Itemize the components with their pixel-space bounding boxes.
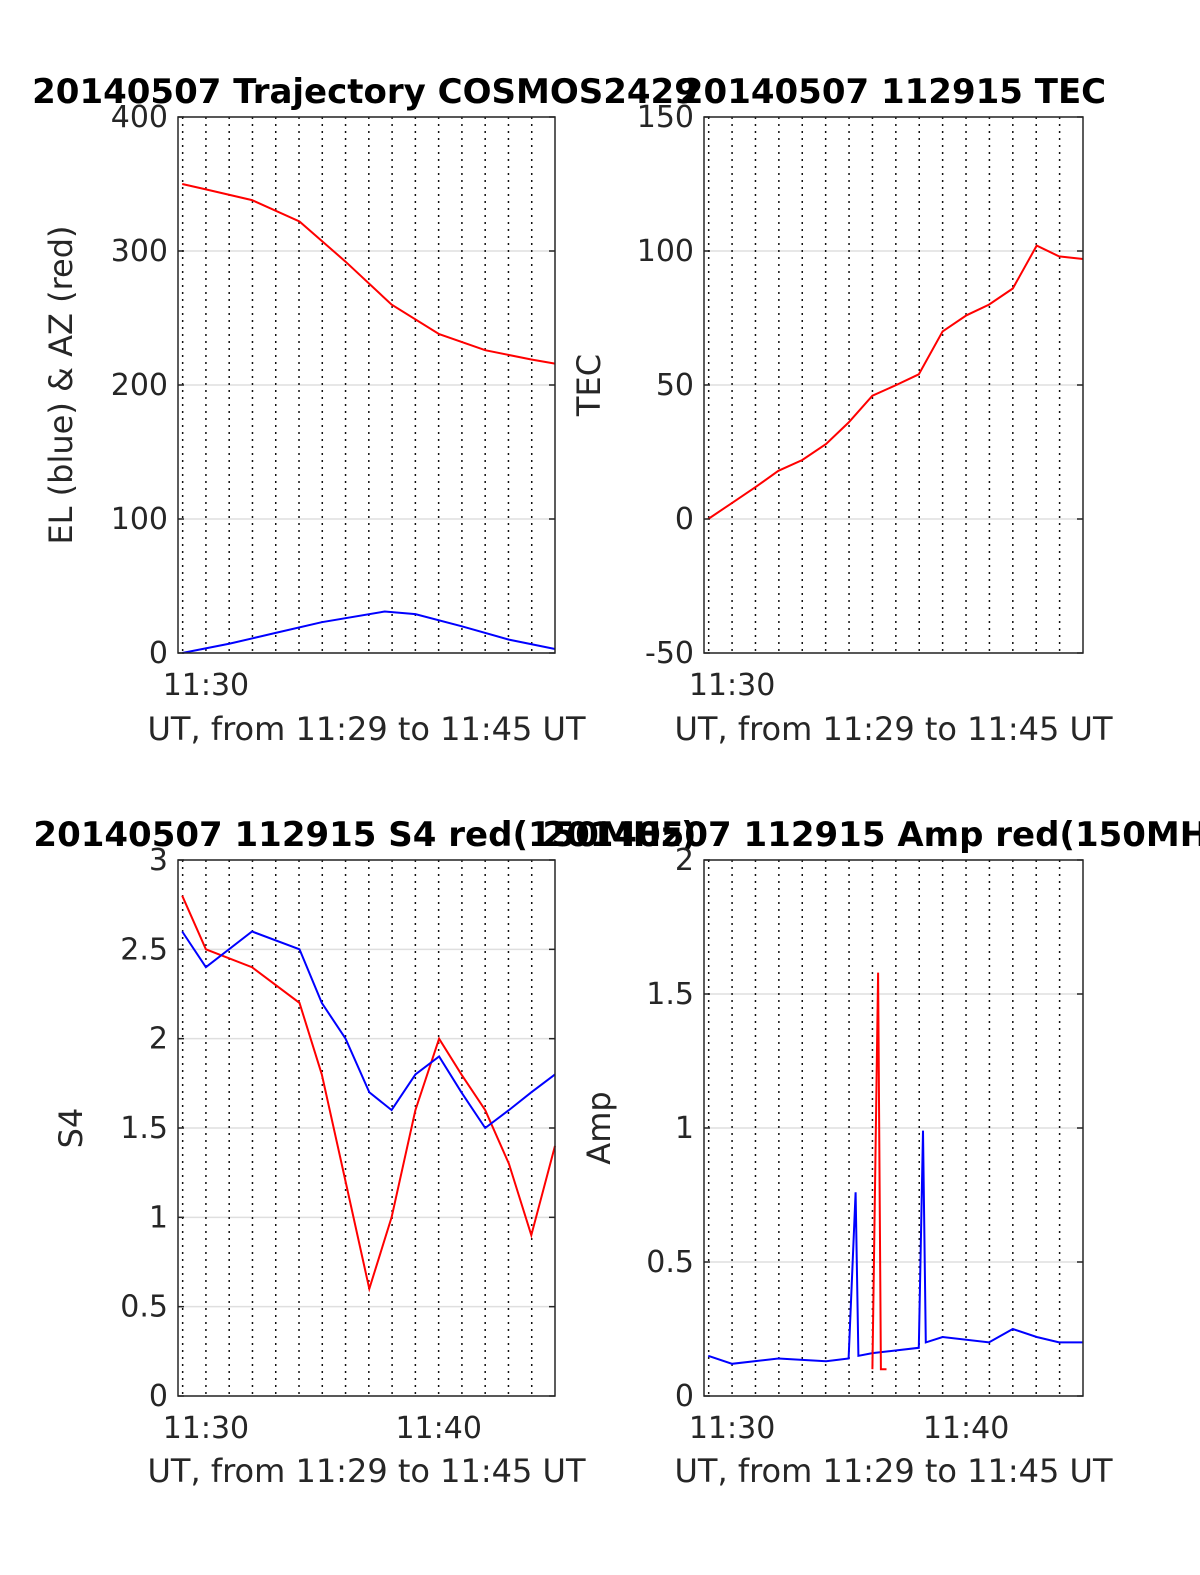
- x-tick-label: 11:40: [395, 1411, 481, 1446]
- series-line-1: [871, 972, 887, 1371]
- y-tick-label: -50: [645, 636, 694, 671]
- x-tick-label: 11:40: [923, 1411, 1009, 1446]
- y-tick-label: 200: [111, 368, 168, 403]
- chart-s4: 0 0.5 1 1.5 2 2.5 3 11:30 11:40 20140507 112915 S…: [33, 815, 696, 1490]
- y-tick-label: 0: [675, 502, 694, 537]
- x-tick-label: 11:30: [689, 668, 775, 703]
- x-axis-label: UT, from 11:29 to 11:45 UT: [148, 1452, 586, 1490]
- y-tick-label: 300: [111, 234, 168, 269]
- chart-tec: -50 0 50 100 150 11:30 20140507 112915 TEC UT, …: [570, 72, 1113, 748]
- chart-title: 20140507 112915 S4 red(150MHz): [33, 815, 696, 855]
- y-tick-label: 1.5: [120, 1111, 168, 1146]
- y-tick-label: 2: [675, 843, 694, 878]
- y-axis-label: EL (blue) & AZ (red): [42, 225, 80, 544]
- chart-title: 20140507 112915 Amp red(150MHz): [542, 815, 1200, 855]
- y-tick-label: 100: [637, 234, 694, 269]
- x-axis-label: UT, from 11:29 to 11:45 UT: [675, 710, 1113, 748]
- series-line-0: [707, 244, 1084, 520]
- y-tick-label: 150: [637, 100, 694, 135]
- y-tick-label: 400: [111, 100, 168, 135]
- y-tick-label: 1.5: [646, 977, 694, 1012]
- series-line-1: [181, 930, 556, 1130]
- y-tick-label: 0.5: [646, 1245, 694, 1280]
- y-tick-label: 3: [149, 843, 168, 878]
- y-tick-label: 0: [149, 1379, 168, 1414]
- y-tick-label: 2: [149, 1022, 168, 1057]
- y-axis-label: S4: [52, 1108, 90, 1149]
- series-line-1: [182, 610, 556, 654]
- series-line-0: [707, 1130, 1083, 1365]
- series-line-0: [181, 895, 556, 1293]
- y-tick-label: 0: [675, 1379, 694, 1414]
- y-tick-label: 50: [656, 368, 694, 403]
- chart-title: 20140507 112915 TEC: [680, 72, 1106, 112]
- y-tick-label: 100: [111, 502, 168, 537]
- y-tick-label: 1: [675, 1111, 694, 1146]
- x-axis-label: UT, from 11:29 to 11:45 UT: [148, 710, 586, 748]
- y-axis-label: TEC: [570, 354, 608, 417]
- y-axis-label: Amp: [580, 1091, 618, 1164]
- chart-amp: 0 0.5 1 1.5 2 11:30 11:40 20140507 112915 Amp r…: [542, 815, 1200, 1490]
- y-tick-label: 0: [149, 636, 168, 671]
- chart-trajectory: 0 100 200 300 400 11:30 20140507 Trajectory CO…: [32, 72, 698, 748]
- x-tick-label: 11:30: [163, 668, 249, 703]
- y-tick-label: 0.5: [120, 1290, 168, 1325]
- series-line-0: [181, 183, 556, 365]
- y-tick-label: 1: [149, 1200, 168, 1235]
- y-tick-label: 2.5: [120, 932, 168, 967]
- chart-title: 20140507 Trajectory COSMOS2429: [32, 72, 698, 112]
- x-axis-label: UT, from 11:29 to 11:45 UT: [675, 1452, 1113, 1490]
- x-tick-label: 11:30: [689, 1411, 775, 1446]
- x-tick-label: 11:30: [163, 1411, 249, 1446]
